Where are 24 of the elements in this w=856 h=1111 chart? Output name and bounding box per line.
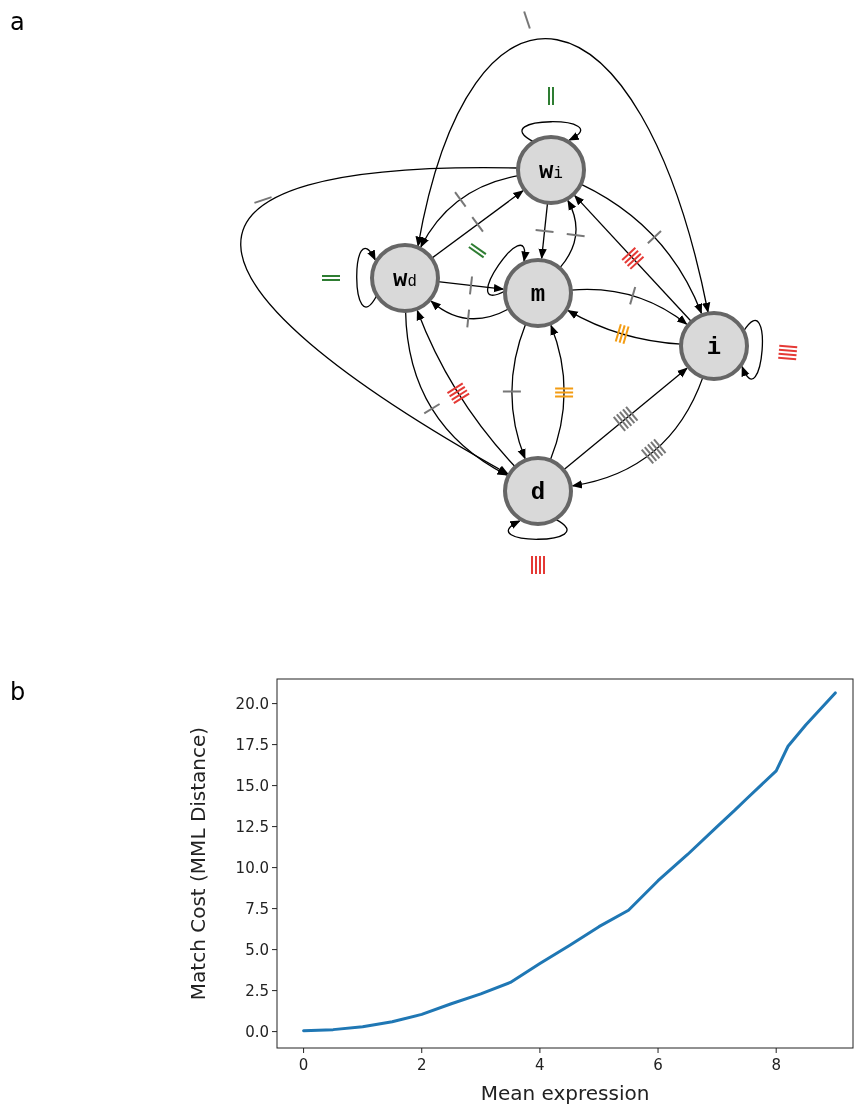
text: i (706, 334, 722, 361)
text: a (10, 8, 25, 36)
text: wi (539, 158, 563, 185)
x-axis-title: Mean expression (480, 1081, 650, 1105)
y-tick-label: 12.5 (235, 817, 269, 836)
x-tick-label: 0 (298, 1056, 309, 1074)
y-tick-label: 5.0 (245, 940, 269, 959)
text: b (10, 678, 26, 706)
y-tick-label: 20.0 (235, 694, 269, 713)
line-series (302, 691, 837, 1033)
y-tick-label: 2.5 (245, 981, 269, 1000)
text: m (530, 281, 546, 308)
y-tick-label: 7.5 (245, 899, 269, 918)
text: d (530, 479, 546, 506)
y-tick-label: 17.5 (235, 735, 269, 754)
x-tick-label: 4 (535, 1056, 545, 1074)
y-tick-label: 15.0 (235, 776, 269, 795)
x-tick-label: 6 (653, 1056, 663, 1074)
y-tick-label: 10.0 (235, 858, 269, 877)
x-tick-label: 8 (771, 1056, 781, 1074)
y-axis-title: Match Cost (MML Distance) (186, 726, 210, 1001)
y-tick-label: 0.0 (245, 1022, 269, 1041)
text: wd (393, 266, 417, 293)
x-tick-label: 2 (416, 1056, 427, 1074)
